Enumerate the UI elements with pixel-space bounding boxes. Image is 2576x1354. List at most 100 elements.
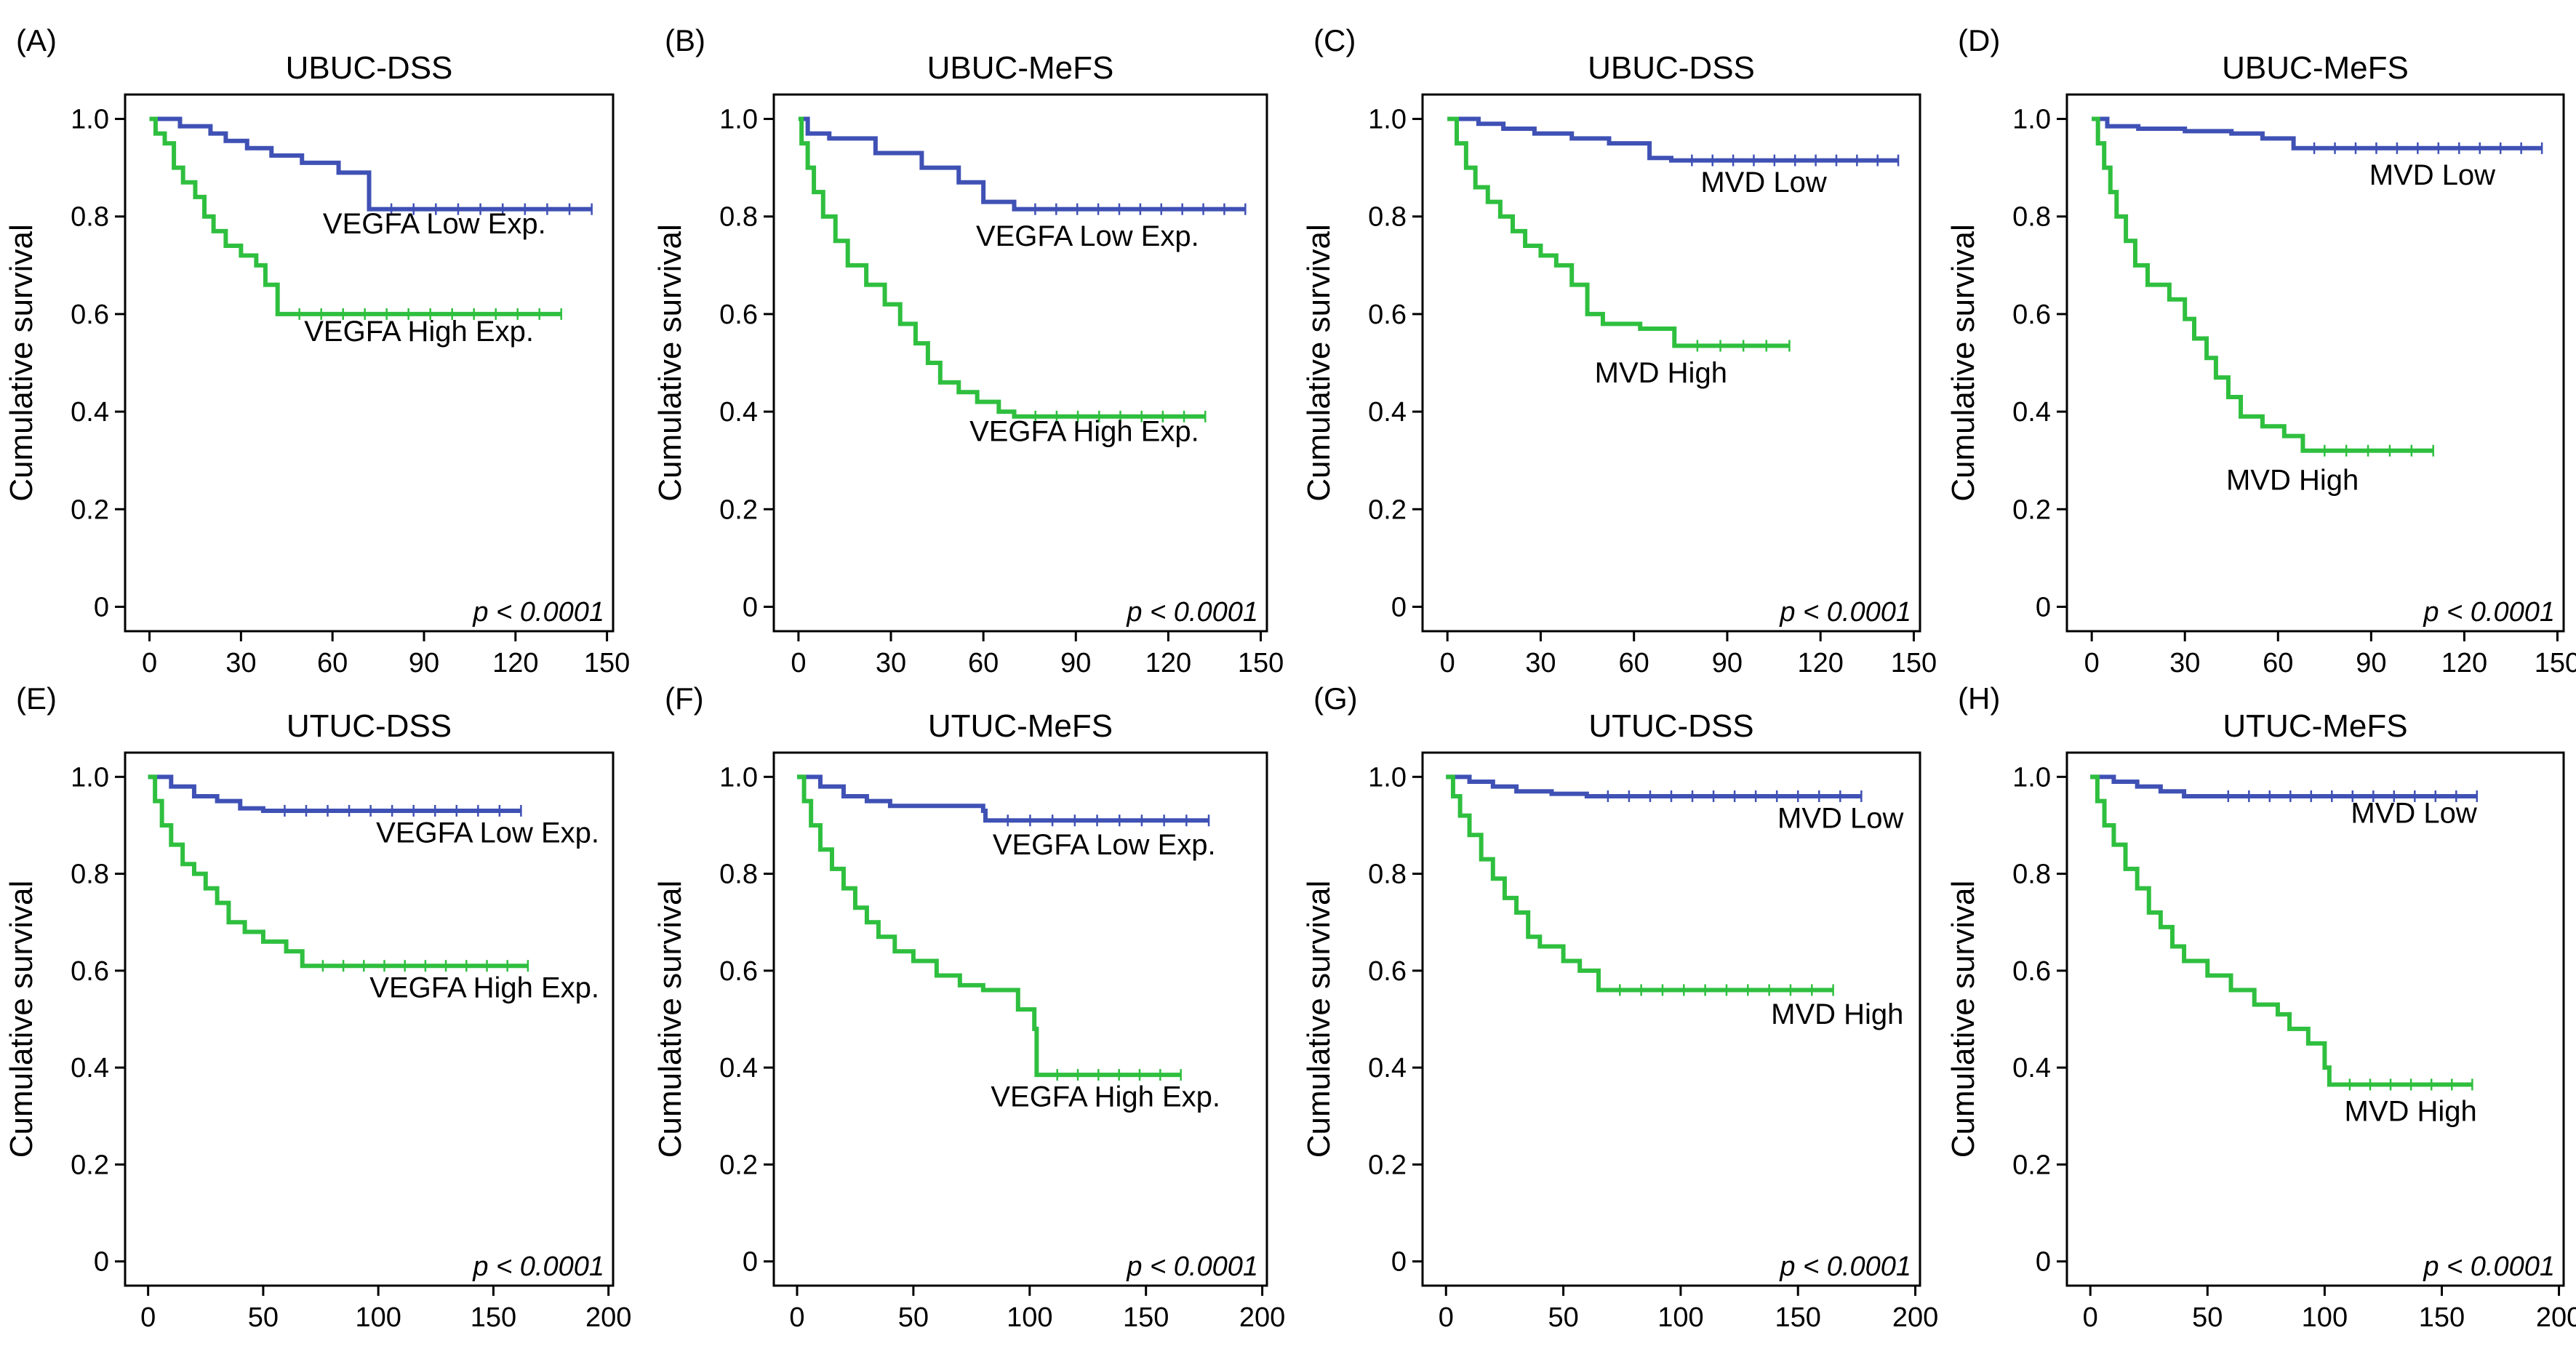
panel-letter: (D) <box>1958 23 2000 57</box>
x-tick-label: 200 <box>585 1302 631 1333</box>
x-tick-label: 200 <box>1239 1302 1285 1333</box>
y-tick-label: 0.2 <box>719 494 758 525</box>
plot-frame <box>1421 93 1921 633</box>
x-tick-label: 120 <box>1797 648 1843 678</box>
series-label: MVD Low <box>1777 802 1903 834</box>
x-tick-label: 150 <box>471 1302 516 1333</box>
y-axis-label: Cumulative survival <box>4 881 39 1158</box>
x-tick-label: 30 <box>2169 648 2200 678</box>
y-tick-label: 0.8 <box>2012 860 2051 890</box>
plot-frame <box>124 751 615 1287</box>
x-tick-label: 100 <box>355 1302 401 1333</box>
y-tick-label: 0.8 <box>71 202 109 233</box>
y-tick-label: 0 <box>2036 1247 2051 1278</box>
km-curve-low <box>2092 116 2543 151</box>
p-value-annotation: p < 0.0001 <box>1779 1251 1911 1282</box>
km-curve-high <box>2092 116 2433 453</box>
y-tick-label: 0 <box>94 592 109 622</box>
y-tick-label: 0 <box>743 592 758 622</box>
km-curve-low <box>1446 774 1862 798</box>
series-label: VEGFA High Exp. <box>991 1081 1220 1113</box>
y-axis-label: Cumulative survival <box>652 881 688 1158</box>
y-tick-label: 0.2 <box>2012 1150 2051 1180</box>
x-tick-label: 150 <box>2535 648 2576 678</box>
panel-letter: (H) <box>1958 681 2000 716</box>
x-tick-label: 200 <box>1892 1302 1938 1333</box>
series-label: MVD High <box>2345 1095 2477 1127</box>
panel-letter: (A) <box>16 23 57 57</box>
y-tick-label: 0.6 <box>71 300 109 330</box>
y-tick-label: 0 <box>94 1247 109 1278</box>
x-tick-label: 100 <box>1007 1302 1052 1333</box>
y-tick-label: 1.0 <box>71 762 109 793</box>
x-tick-label: 60 <box>2263 648 2293 678</box>
series-label: VEGFA Low Exp. <box>323 208 546 240</box>
y-tick-label: 0.8 <box>719 860 758 890</box>
panel-title: UTUC-MeFS <box>2223 708 2407 744</box>
plot-frame <box>772 751 1268 1287</box>
y-axis-label: Cumulative survival <box>1301 224 1337 501</box>
y-tick-label: 0.8 <box>1368 860 1407 890</box>
panel-title: UTUC-DSS <box>287 708 452 744</box>
x-tick-label: 150 <box>584 648 630 678</box>
km-curve-low <box>149 116 592 212</box>
plot-frame <box>772 93 1268 633</box>
y-tick-label: 1.0 <box>719 762 758 793</box>
x-tick-label: 150 <box>1238 648 1284 678</box>
x-tick-label: 120 <box>2441 648 2487 678</box>
y-tick-label: 1.0 <box>2012 105 2051 135</box>
y-tick-label: 0.8 <box>719 202 758 233</box>
km-curve-high <box>796 774 1181 1078</box>
km-curve-high <box>798 116 1206 419</box>
x-tick-label: 60 <box>1619 648 1649 678</box>
plot-frame <box>1421 751 1921 1287</box>
panel-title: UBUC-DSS <box>1588 50 1755 86</box>
km-panel-e: (E) UTUC-DSS Cumulative survival 0 0.2 0.4 0.6… <box>4 681 631 1333</box>
y-tick-label: 0.2 <box>1368 1150 1407 1180</box>
km-curve-high <box>2090 774 2473 1087</box>
y-axis-label: Cumulative survival <box>1945 224 1981 501</box>
y-tick-label: 1.0 <box>1368 105 1407 135</box>
x-tick-label: 150 <box>1123 1302 1169 1333</box>
y-tick-label: 1.0 <box>71 105 109 135</box>
y-tick-label: 0.6 <box>1368 300 1407 330</box>
panel-title: UBUC-MeFS <box>2222 50 2409 86</box>
x-tick-label: 0 <box>142 648 157 678</box>
km-panel-f: (F) UTUC-MeFS Cumulative survival 0 0.2 0.4 0.… <box>652 681 1285 1333</box>
series-label: MVD High <box>1771 998 1903 1030</box>
x-tick-label: 60 <box>317 648 348 678</box>
x-tick-label: 0 <box>140 1302 156 1333</box>
plot-frame <box>124 93 615 633</box>
x-tick-label: 0 <box>791 648 806 678</box>
y-tick-label: 0.6 <box>2012 956 2051 987</box>
plot-frame <box>2065 93 2565 633</box>
series-label: VEGFA Low Exp. <box>976 220 1199 252</box>
y-tick-label: 0.4 <box>719 397 758 428</box>
km-panel-b: (B) UBUC-MeFS Cumulative survival 0 0.2 0.4 0.… <box>652 23 1284 678</box>
y-tick-label: 0.2 <box>1368 494 1407 525</box>
x-tick-label: 120 <box>1145 648 1191 678</box>
y-axis-label: Cumulative survival <box>1301 881 1337 1158</box>
panel-title: UTUC-DSS <box>1588 708 1753 744</box>
y-tick-label: 1.0 <box>719 105 758 135</box>
p-value-annotation: p < 0.0001 <box>472 597 604 628</box>
p-value-annotation: p < 0.0001 <box>472 1251 604 1282</box>
km-curve-low <box>148 774 521 813</box>
series-label: VEGFA High Exp. <box>369 972 599 1004</box>
y-tick-label: 0.2 <box>71 1150 109 1180</box>
y-tick-label: 0.4 <box>71 1053 109 1083</box>
x-tick-label: 100 <box>2302 1302 2348 1333</box>
x-tick-label: 0 <box>1440 648 1455 678</box>
series-label: VEGFA High Exp. <box>304 316 534 348</box>
p-value-annotation: p < 0.0001 <box>2423 1251 2555 1282</box>
panel-letter: (G) <box>1313 681 1358 716</box>
x-tick-label: 150 <box>1891 648 1937 678</box>
km-curve-high <box>148 774 528 969</box>
x-tick-label: 100 <box>1657 1302 1703 1333</box>
x-tick-label: 150 <box>1775 1302 1821 1333</box>
x-tick-label: 0 <box>1439 1302 1454 1333</box>
x-tick-label: 0 <box>2083 1302 2098 1333</box>
km-panel-h: (H) UTUC-MeFS Cumulative survival 0 0.2 0.4 0.… <box>1945 681 2576 1333</box>
panel-letter: (F) <box>665 681 704 716</box>
km-curve-low <box>798 116 1246 212</box>
